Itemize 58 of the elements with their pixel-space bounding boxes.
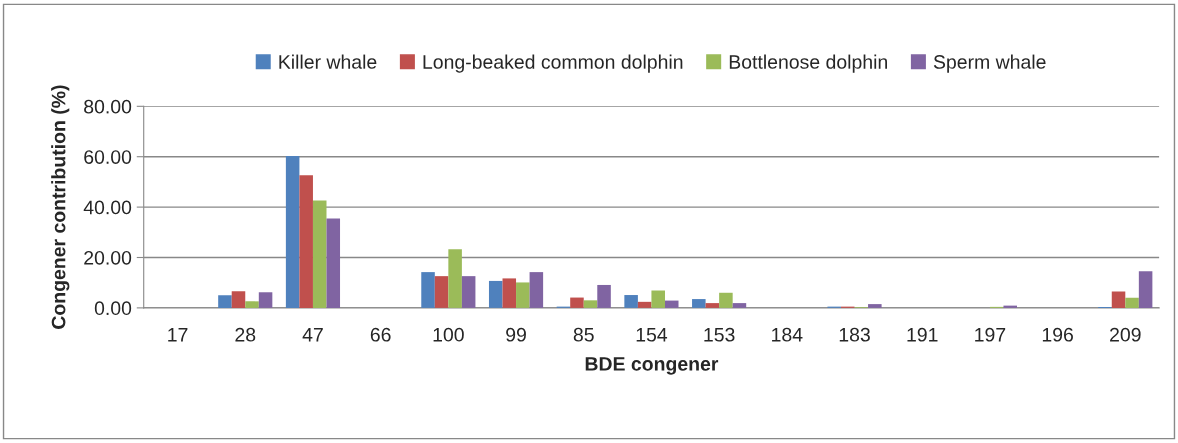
bar (732, 303, 747, 308)
bar (1125, 297, 1139, 308)
bar (285, 155, 300, 308)
bar (258, 292, 273, 308)
bar (868, 304, 882, 308)
bar (488, 280, 503, 308)
y-tick-label: 0.00 (94, 301, 132, 316)
legend-label: Sperm whale (933, 54, 1046, 73)
legend-label: Killer whale (279, 54, 377, 69)
x-tick-label: 85 (573, 327, 594, 342)
bar (529, 272, 544, 308)
x-tick-label: 209 (1110, 327, 1141, 342)
bar (326, 218, 341, 308)
y-axis-title: Congener contribution (%) (51, 85, 70, 329)
bar (448, 249, 462, 308)
bar (299, 175, 313, 308)
x-tick-label: 153 (704, 327, 735, 342)
legend-label: Long-beaked common dolphin (423, 54, 683, 73)
x-tick-label: 184 (772, 327, 803, 342)
x-tick-label: 154 (636, 328, 668, 342)
bar (312, 200, 327, 308)
legend-label: Bottlenose dolphin (729, 54, 887, 73)
x-tick-label: 197 (975, 327, 1006, 342)
bar (583, 300, 598, 308)
bar (570, 297, 584, 308)
y-tick-label: 20.00 (84, 250, 132, 265)
bar (516, 282, 530, 308)
bar (461, 276, 476, 308)
x-tick-label: 66 (370, 327, 391, 342)
bar (705, 303, 720, 308)
x-tick-label: 17 (168, 328, 188, 342)
x-tick-label: 99 (506, 327, 526, 342)
x-axis-title: BDE congener (585, 357, 719, 375)
bar (421, 272, 435, 308)
y-tick-label: 80.00 (84, 99, 132, 114)
bar (218, 295, 232, 308)
bar (597, 284, 611, 308)
bar (1138, 271, 1153, 308)
x-tick-label: 28 (235, 327, 256, 342)
x-tick-label: 47 (302, 328, 323, 342)
bar (231, 291, 246, 308)
bar (664, 300, 679, 308)
bar (651, 290, 665, 308)
x-tick-label: 100 (433, 327, 464, 342)
y-tick-label: 40.00 (83, 200, 132, 215)
x-tick-label: 196 (1042, 327, 1073, 342)
bar (502, 278, 517, 308)
bar (624, 295, 638, 308)
bar (692, 299, 706, 308)
bar (245, 301, 259, 308)
bar (1003, 305, 1017, 308)
bar (1111, 291, 1126, 308)
x-tick-label: 183 (839, 327, 870, 342)
bar (434, 276, 449, 308)
x-tick-label: 191 (907, 327, 938, 342)
y-tick-label: 60.00 (84, 150, 132, 164)
bar (637, 301, 652, 308)
bar (719, 292, 733, 308)
